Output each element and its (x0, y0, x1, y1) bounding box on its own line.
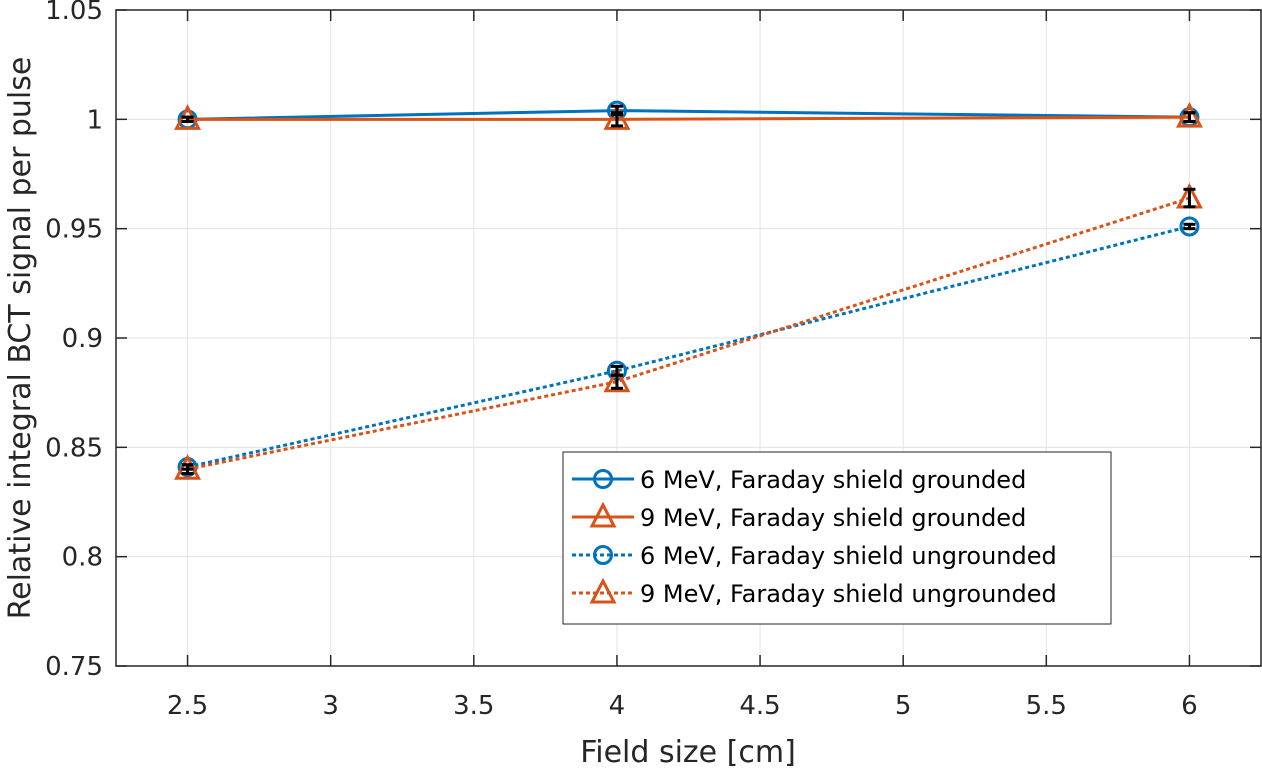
x-axis-label: Field size [cm] (580, 735, 796, 770)
legend-label: 9 MeV, Faraday shield grounded (640, 504, 1026, 532)
x-tick-label: 4 (609, 691, 626, 721)
x-tick-label: 3.5 (453, 691, 494, 721)
y-axis-label: Relative integral BCT signal per pulse (3, 57, 38, 620)
circle-marker-icon (593, 545, 613, 565)
y-tick-label: 1 (86, 105, 103, 135)
error-bars (181, 187, 1196, 476)
triangle-marker-icon (603, 104, 631, 130)
series-line (187, 225, 1190, 469)
legend-item: 6 MeV, Faraday shield grounded (572, 466, 1026, 494)
legend-label: 6 MeV, Faraday shield grounded (640, 466, 1026, 494)
axis-ticks (116, 9, 1261, 667)
y-tick-label: 1.05 (45, 0, 103, 26)
x-tick-label: 3 (322, 691, 339, 721)
legend-item: 9 MeV, Faraday shield ungrounded (572, 577, 1057, 608)
circle-marker-icon (1179, 216, 1200, 237)
triangle-marker-icon (589, 577, 617, 604)
legend-item: 9 MeV, Faraday shield grounded (572, 501, 1026, 532)
y-tick-label: 0.85 (45, 433, 103, 463)
x-tick-label: 5 (895, 691, 912, 721)
x-tick-label: 5.5 (1026, 691, 1067, 721)
legend: 6 MeV, Faraday shield grounded 9 MeV, Far… (562, 451, 1112, 625)
legend-box (562, 451, 1112, 625)
series-3 (177, 216, 1200, 478)
legend-label: 6 MeV, Faraday shield ungrounded (640, 542, 1057, 570)
x-tick-label: 6 (1181, 691, 1198, 721)
circle-marker-icon (593, 469, 613, 489)
x-tick-label: 4.5 (739, 691, 780, 721)
y-tick-label: 0.75 (45, 652, 103, 682)
triangle-marker-icon (1175, 101, 1203, 128)
x-tick-label: 2.5 (167, 691, 208, 721)
x-tick-labels: 2.5 3 3.5 4 4.5 5 5.5 6 (167, 691, 1198, 721)
y-tick-labels: 0.75 0.8 0.85 0.9 0.95 1 1.05 (45, 0, 103, 682)
y-tick-label: 0.8 (62, 543, 103, 573)
data-series (174, 100, 1203, 480)
legend-item: 6 MeV, Faraday shield ungrounded (572, 542, 1057, 570)
y-tick-label: 0.9 (62, 324, 103, 354)
y-tick-label: 0.95 (45, 215, 103, 245)
triangle-marker-icon (589, 501, 617, 528)
legend-label: 9 MeV, Faraday shield ungrounded (640, 580, 1057, 608)
error-bars (181, 111, 1196, 128)
triangle-marker-icon (603, 366, 631, 393)
